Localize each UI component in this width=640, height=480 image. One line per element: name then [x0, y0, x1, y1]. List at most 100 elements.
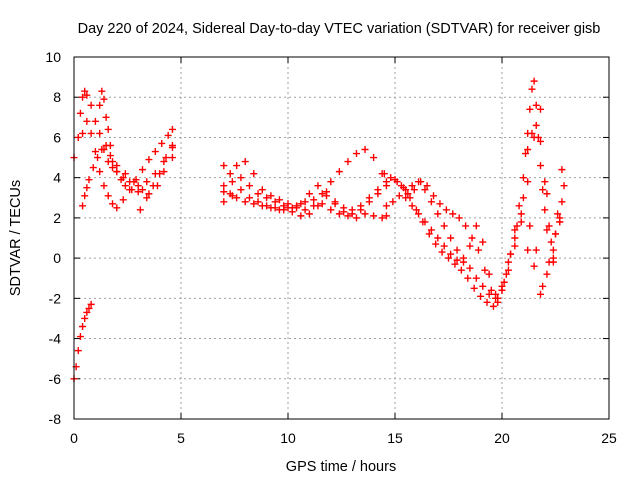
data-point — [432, 240, 440, 248]
data-point — [511, 226, 519, 234]
data-point — [408, 182, 416, 190]
data-point — [91, 117, 99, 125]
data-point — [241, 158, 249, 166]
data-point — [530, 262, 538, 270]
data-point — [258, 186, 266, 194]
data-point — [427, 198, 435, 206]
data-point — [447, 250, 455, 258]
data-point — [74, 133, 82, 141]
data-point — [305, 210, 313, 218]
data-point — [524, 178, 532, 186]
data-point — [462, 222, 470, 230]
data-point — [250, 170, 258, 178]
data-point — [382, 212, 390, 220]
data-point — [271, 198, 279, 206]
series-s4 — [79, 141, 176, 210]
data-point — [552, 230, 559, 238]
data-point — [528, 85, 536, 93]
data-point — [81, 314, 89, 322]
y-tick-label: 8 — [53, 89, 61, 105]
data-point — [145, 156, 153, 164]
data-point — [271, 204, 279, 212]
data-point — [263, 194, 271, 202]
data-point — [83, 117, 91, 125]
data-point — [447, 234, 455, 242]
series-s7 — [220, 188, 390, 222]
data-point — [335, 210, 343, 218]
plot-frame — [73, 56, 610, 420]
data-point — [220, 162, 228, 170]
data-point — [263, 202, 271, 210]
data-point — [440, 222, 448, 230]
data-point — [280, 206, 288, 214]
data-point — [85, 304, 93, 312]
data-point — [537, 137, 545, 145]
data-point — [513, 222, 521, 230]
data-point — [288, 208, 296, 216]
data-point — [374, 190, 382, 198]
data-point — [254, 190, 262, 198]
data-point — [245, 182, 253, 190]
data-point — [318, 200, 326, 208]
data-point — [96, 101, 104, 109]
data-point — [421, 218, 429, 226]
data-point — [515, 202, 523, 210]
data-point — [160, 168, 168, 176]
data-point — [502, 270, 510, 278]
data-point — [500, 278, 508, 286]
data-point — [128, 186, 136, 194]
data-point — [168, 125, 176, 133]
data-point — [121, 182, 129, 190]
y-axis-label: SDTVAR / TECUs — [8, 180, 24, 296]
data-point — [365, 198, 373, 206]
data-point — [106, 141, 114, 149]
data-point — [543, 190, 551, 198]
data-point — [445, 254, 452, 262]
data-point — [245, 194, 253, 202]
data-point — [136, 206, 144, 214]
data-point — [98, 87, 106, 95]
data-point — [532, 121, 540, 129]
data-point — [395, 192, 403, 200]
data-point — [113, 204, 121, 212]
data-point — [479, 282, 487, 290]
data-point — [556, 214, 564, 222]
data-point — [558, 198, 566, 206]
data-point — [237, 186, 245, 194]
data-point — [532, 101, 540, 109]
data-point — [539, 186, 547, 194]
data-point — [402, 194, 410, 202]
data-point — [220, 182, 228, 190]
data-point — [220, 198, 228, 206]
data-point — [228, 178, 236, 186]
data-point — [438, 248, 446, 256]
data-point — [109, 158, 117, 166]
series-s5 — [96, 87, 142, 196]
data-point — [250, 200, 258, 208]
data-point — [537, 105, 545, 113]
data-point — [391, 176, 399, 184]
data-point — [541, 178, 549, 186]
grid-lines — [74, 57, 609, 419]
series-s14 — [402, 194, 564, 298]
data-point — [149, 182, 157, 190]
data-point — [151, 148, 159, 156]
data-point — [474, 246, 482, 254]
series-s13 — [391, 176, 566, 302]
data-point — [481, 266, 489, 274]
data-point — [483, 298, 491, 306]
data-point — [156, 170, 164, 178]
data-point — [487, 286, 495, 294]
y-tick-label: 6 — [53, 129, 61, 145]
data-point — [417, 178, 425, 186]
series-s2 — [70, 117, 176, 212]
data-point — [79, 322, 87, 330]
data-point — [284, 200, 292, 208]
data-point — [537, 290, 545, 298]
data-point — [94, 154, 102, 162]
data-point — [83, 91, 91, 99]
data-point — [344, 158, 352, 166]
data-point — [335, 168, 343, 176]
data-point — [543, 270, 551, 278]
